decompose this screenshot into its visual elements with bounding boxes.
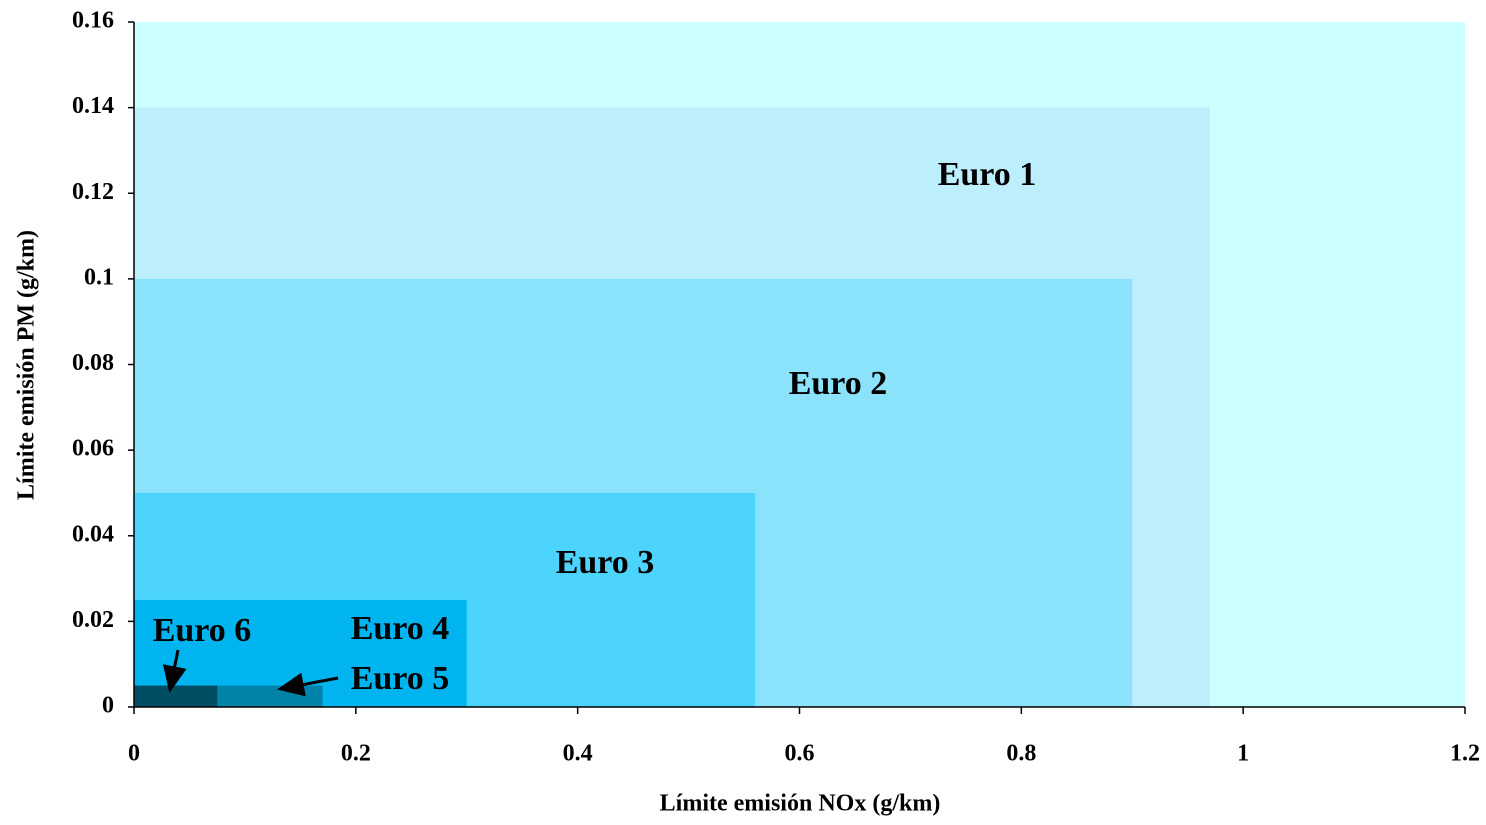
x-tick-label: 0.8 <box>1006 741 1036 767</box>
x-tick-label: 0.4 <box>563 741 593 767</box>
x-tick-label: 0 <box>128 741 140 767</box>
x-tick-label: 1.2 <box>1450 741 1480 767</box>
y-axis-title: Límite emisión PM (g/km) <box>14 230 40 500</box>
x-tick-label: 0.2 <box>341 741 371 767</box>
arrow <box>277 672 339 697</box>
rect-label: Euro 4 <box>351 610 450 647</box>
y-tick-label: 0.1 <box>84 264 114 290</box>
rect-label: Euro 2 <box>789 365 888 402</box>
y-tick-label: 0.14 <box>72 93 114 119</box>
rect-mark <box>134 685 218 707</box>
y-tick-label: 0.08 <box>72 350 114 376</box>
rect-label: Euro 5 <box>351 660 450 697</box>
x-axis-title: Límite emisión NOx (g/km) <box>660 791 941 817</box>
rect-label: Euro 1 <box>938 156 1037 193</box>
y-tick-label: 0.02 <box>72 607 114 633</box>
arrow <box>162 649 187 693</box>
x-tick-label: 0.6 <box>785 741 815 767</box>
x-tick-label: 1 <box>1237 741 1249 767</box>
rect-label: Euro 6 <box>153 612 252 649</box>
y-tick-label: 0.16 <box>72 8 114 34</box>
rect-label: Euro 3 <box>556 544 655 581</box>
y-tick-label: 0.12 <box>72 179 114 205</box>
y-tick-label: 0.04 <box>72 521 114 547</box>
y-tick-label: 0.06 <box>72 436 114 462</box>
y-tick-label: 0 <box>102 693 114 719</box>
plot-area <box>134 22 1465 707</box>
